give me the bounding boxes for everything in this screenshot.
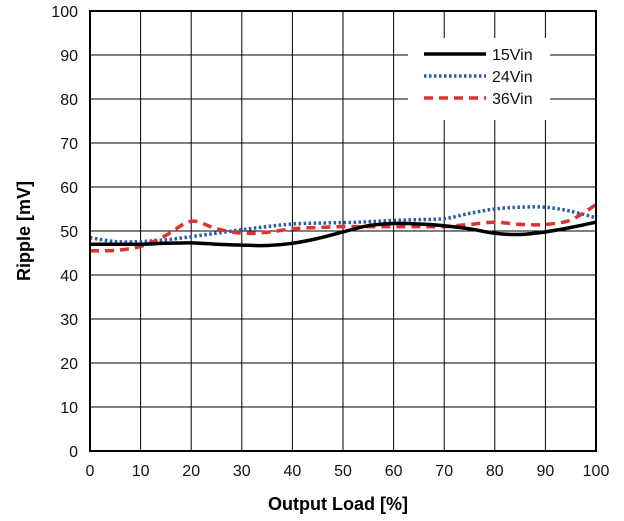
x-tick-label: 90 [537, 463, 555, 480]
y-tick-label: 50 [60, 224, 78, 241]
y-tick-label: 20 [60, 356, 78, 373]
legend-label-15vin: 15Vin [492, 47, 533, 64]
x-tick-label: 40 [284, 463, 302, 480]
y-tick-label: 40 [60, 268, 78, 285]
series-line-24vin [89, 205, 597, 244]
plot-frame [89, 10, 597, 452]
series-line-15vin [90, 220, 597, 248]
series-layer [89, 203, 597, 253]
x-tick-label: 70 [435, 463, 453, 480]
x-tick-label: 50 [334, 463, 352, 480]
series-line-36vin [89, 203, 597, 253]
x-axis-label: Output Load [%] [268, 494, 408, 514]
y-tick-label: 70 [60, 136, 78, 153]
legend-label-24vin: 24Vin [492, 69, 533, 86]
tick-labels: 0 10 20 30 40 50 60 70 80 90 100 0 10 20 30 40 50 60 70 80 9… [51, 4, 609, 480]
y-tick-label: 80 [60, 92, 78, 109]
y-tick-label: 0 [69, 444, 78, 461]
y-tick-label: 90 [60, 48, 78, 65]
y-tick-label: 30 [60, 312, 78, 329]
x-tick-label: 100 [583, 463, 610, 480]
y-tick-label: 60 [60, 180, 78, 197]
x-tick-label: 30 [233, 463, 251, 480]
y-tick-label: 10 [60, 400, 78, 417]
y-tick-label: 100 [51, 4, 78, 21]
legend-box [408, 38, 550, 120]
x-tick-label: 80 [486, 463, 504, 480]
x-tick-label: 60 [385, 463, 403, 480]
legend-label-36vin: 36Vin [492, 91, 533, 108]
y-axis-label: Ripple [mV] [14, 181, 34, 281]
x-tick-label: 10 [132, 463, 150, 480]
legend: 15Vin 24Vin 36Vin [408, 38, 550, 120]
x-tick-label: 0 [86, 463, 95, 480]
x-tick-label: 20 [182, 463, 200, 480]
